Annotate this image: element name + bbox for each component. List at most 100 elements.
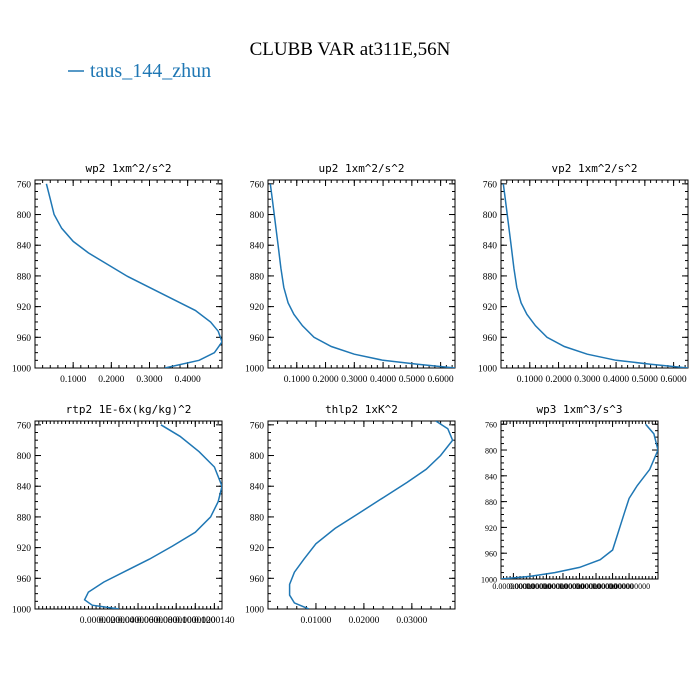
x-tick-label: 0.3000 [341, 375, 367, 385]
x-tick-label: 0.4000 [603, 375, 629, 385]
y-tick-label: 920 [483, 303, 498, 313]
y-tick-label: 960 [250, 334, 265, 344]
y-tick-label: 880 [250, 272, 265, 282]
x-tick-label: 0.5000 [399, 375, 425, 385]
x-tick-label: 0.4000 [370, 375, 396, 385]
x-tick-label: 0.0000140 [194, 616, 235, 626]
series-line [502, 183, 688, 368]
series-line [269, 183, 455, 368]
x-tick-label: 0.2000 [545, 375, 571, 385]
series-line [288, 421, 454, 609]
plot-frame [34, 420, 223, 610]
y-tick-label: 920 [250, 303, 265, 313]
x-tick-label: 0.3000 [574, 375, 600, 385]
x-tick-label: 0.000000000 [559, 582, 601, 591]
panel-title: vp2 1xm^2/s^2 [551, 162, 637, 175]
y-tick-label: 1000 [12, 606, 31, 616]
x-tick-label: 0.0000060 [118, 616, 159, 626]
series-line [45, 183, 222, 368]
y-tick-label: 800 [250, 211, 265, 221]
x-tick-label: 0.0000080 [137, 616, 178, 626]
y-tick-label: 1000 [481, 576, 497, 585]
x-tick-label: 0.1000 [60, 375, 86, 385]
x-tick-label: 0.0000120 [175, 616, 216, 626]
panel-4: rtp2 1E-6x(kg/kg)^2 760 800 840 880 920 960 100… [12, 403, 235, 626]
x-tick-label: 0.1000 [517, 375, 543, 385]
x-tick-label: 0.000000000 [509, 582, 551, 591]
x-tick-label: 0.000000000 [492, 582, 534, 591]
x-tick-label: 0.6000 [661, 375, 687, 385]
x-tick-label: 0.0000100 [156, 616, 197, 626]
panel-title: wp3 1xm^3/s^3 [536, 403, 622, 416]
panel-title: wp2 1xm^2/s^2 [85, 162, 171, 175]
panels: wp2 1xm^2/s^2 760 800 840 880 920 960 1000 0.100… [12, 162, 689, 626]
y-tick-label: 1000 [245, 606, 264, 616]
y-tick-label: 840 [250, 242, 265, 252]
x-tick-label: 0.3000 [136, 375, 162, 385]
y-tick-label: 920 [17, 303, 32, 313]
panel-6: wp3 1xm^3/s^376080084088092096010000.000… [481, 403, 659, 591]
y-tick-label: 1000 [478, 365, 497, 375]
y-tick-label: 1000 [12, 365, 31, 375]
x-tick-label: 0.2000 [98, 375, 124, 385]
y-tick-label: 840 [17, 483, 32, 493]
x-tick-label: 0.03000 [396, 616, 427, 626]
y-tick-label: 840 [483, 242, 498, 252]
y-tick-label: 800 [17, 452, 32, 462]
y-tick-label: 760 [483, 180, 498, 190]
x-tick-label: 0.0000040 [99, 616, 140, 626]
plot-frame [267, 420, 456, 610]
y-tick-label: 880 [17, 513, 32, 523]
x-tick-label: 0.000000000 [542, 582, 584, 591]
y-tick-label: 800 [250, 452, 265, 462]
plot-frame [500, 179, 689, 369]
panel-title: rtp2 1E-6x(kg/kg)^2 [66, 403, 192, 416]
y-tick-label: 760 [17, 180, 32, 190]
y-tick-label: 1000 [245, 365, 264, 375]
y-tick-label: 920 [485, 524, 497, 533]
y-tick-label: 960 [17, 334, 32, 344]
y-tick-label: 800 [17, 211, 32, 221]
y-tick-label: 960 [250, 575, 265, 585]
y-tick-label: 920 [250, 544, 265, 554]
y-tick-label: 960 [483, 334, 498, 344]
panel-title: up2 1xm^2/s^2 [318, 162, 404, 175]
panel-1: wp2 1xm^2/s^2 760 800 840 880 920 960 1000 0.100… [12, 162, 223, 385]
y-tick-label: 960 [17, 575, 32, 585]
plot-frame [267, 179, 456, 369]
x-tick-label: 0.0000020 [80, 616, 121, 626]
y-tick-label: 760 [485, 421, 497, 430]
panel-3: vp2 1xm^2/s^2 760 800 840 880 920 960 1000 0.100… [478, 162, 689, 385]
legend-label: taus_144_zhun [90, 60, 211, 82]
y-tick-label: 960 [485, 550, 497, 559]
y-tick-label: 920 [17, 544, 32, 554]
y-tick-label: 880 [483, 272, 498, 282]
x-tick-label: 0.000000000 [525, 582, 567, 591]
x-tick-label: 0.2000 [312, 375, 338, 385]
y-tick-label: 760 [250, 180, 265, 190]
y-tick-label: 760 [250, 421, 265, 431]
legend: taus_144_zhun [68, 60, 211, 82]
x-tick-label: 0.1000 [284, 375, 310, 385]
y-tick-label: 840 [17, 242, 32, 252]
plot-frame [500, 420, 659, 580]
y-tick-label: 800 [483, 211, 498, 221]
x-tick-label: 0.01000 [301, 616, 332, 626]
y-tick-label: 880 [485, 498, 497, 507]
figure-title: CLUBB VAR at311E,56N [250, 39, 451, 60]
x-tick-label: 0.000000000 [608, 582, 650, 591]
y-tick-label: 840 [485, 472, 497, 481]
series-line [83, 424, 222, 609]
x-tick-label: 0.5000 [632, 375, 658, 385]
x-tick-label: 0.000000000 [592, 582, 634, 591]
panel-2: up2 1xm^2/s^2 760 800 840 880 920 960 1000 0.100… [245, 162, 456, 385]
x-tick-label: 0.4000 [175, 375, 201, 385]
plot-frame [34, 179, 223, 369]
x-tick-label: 0.000000000 [575, 582, 617, 591]
x-tick-label: 0.6000 [428, 375, 454, 385]
panel-5: thlp2 1xK^2 760 800 840 880 920 960 1000 0.01000… [245, 403, 456, 626]
y-tick-label: 840 [250, 483, 265, 493]
y-tick-label: 760 [17, 421, 32, 431]
y-tick-label: 880 [250, 513, 265, 523]
